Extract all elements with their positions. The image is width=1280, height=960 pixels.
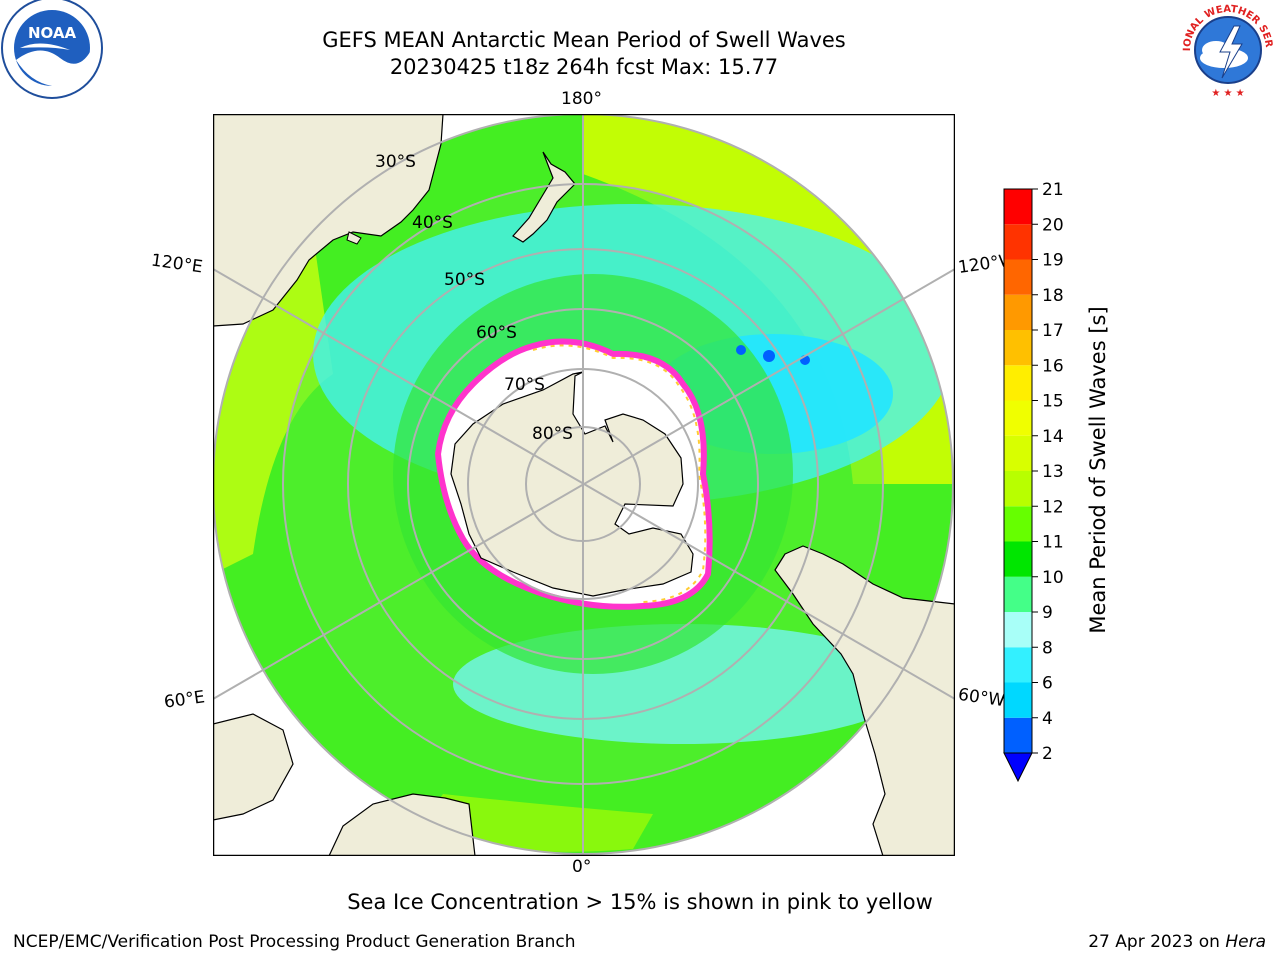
colorbar-segment [1004, 400, 1032, 436]
colorbar-tick-label: 15 [1042, 392, 1064, 412]
land-new-zealand [512, 151, 576, 243]
footer-branch: NCEP/EMC/Verification Post Processing Pr… [13, 932, 576, 952]
colorbar-tick-label: 14 [1042, 427, 1064, 447]
chart-title: GEFS MEAN Antarctic Mean Period of Swell… [322, 28, 846, 52]
lon-label-0: 0° [572, 857, 592, 877]
colorbar-tick-label: 6 [1042, 674, 1053, 694]
colorbar-tick-label: 21 [1042, 180, 1064, 200]
footer-date-text: 27 Apr 2023 on [1088, 932, 1226, 952]
colorbar-segment [1004, 717, 1032, 753]
land-tasmania [346, 231, 362, 245]
land-africa [328, 793, 476, 856]
colorbar: 2 4 6 8 9 10 11 12 13 14 15 16 17 18 19 20 21 [1003, 180, 1064, 783]
colorbar-tick-label: 9 [1042, 603, 1053, 623]
colorbar-tick-label: 10 [1042, 568, 1064, 588]
land-madagascar [213, 713, 294, 821]
noaa-logo: NOAA [1, 0, 103, 99]
lon-label-60e: 60°E [162, 687, 207, 713]
colorbar-segment [1004, 330, 1032, 366]
polar-map [213, 114, 955, 856]
footer-date: 27 Apr 2023 on Hera [1088, 932, 1266, 952]
colorbar-tick-label: 2 [1042, 744, 1053, 764]
colorbar-segment [1004, 294, 1032, 330]
colorbar-segment [1004, 259, 1032, 295]
colorbar-segment [1004, 224, 1032, 260]
sea-ice-edge-yellow [532, 344, 707, 603]
min-period-spot [763, 350, 775, 362]
chart-subtitle: 20230425 t18z 264h fcst Max: 15.77 [389, 55, 779, 79]
lat-label-40s: 40°S [412, 213, 453, 233]
lat-label-70s: 70°S [504, 375, 545, 395]
lat-label-60s: 60°S [476, 323, 517, 343]
lat-label-30s: 30°S [375, 152, 416, 172]
land-south-america [774, 545, 955, 856]
colorbar-tick-label: 8 [1042, 638, 1053, 658]
graticule [213, 114, 955, 856]
colorbar-segment [1004, 682, 1032, 718]
colorbar-segment [1004, 612, 1032, 648]
colorbar-segment [1004, 435, 1032, 471]
lon-label-180: 180° [561, 89, 602, 109]
svg-text:★ ★ ★: ★ ★ ★ [1211, 88, 1244, 99]
land-australia [213, 114, 444, 327]
colorbar-tick-label: 13 [1042, 462, 1064, 482]
colorbar-segment [1004, 576, 1032, 612]
footer-host: Hera [1225, 932, 1266, 952]
lon-label-120e: 120°E [149, 250, 204, 278]
colorbar-tick-label: 16 [1042, 356, 1064, 376]
colorbar-label: Mean Period of Swell Waves [s] [1086, 306, 1110, 634]
lat-label-80s: 80°S [532, 424, 573, 444]
colorbar-segment [1004, 541, 1032, 577]
colorbar-segment [1004, 506, 1032, 542]
antarctica [450, 371, 694, 597]
colorbar-tick-label: 17 [1042, 321, 1064, 341]
colorbar-tick-label: 20 [1042, 215, 1064, 235]
colorbar-tick-label: 18 [1042, 286, 1064, 306]
national-weather-service-logo: NATIONAL WEATHER SERVICE ★ ★ ★ [1176, 0, 1276, 99]
colorbar-segment [1004, 365, 1032, 401]
colorbar-segment [1004, 471, 1032, 507]
colorbar-tick-label: 4 [1042, 709, 1053, 729]
colorbar-tick-label: 19 [1042, 251, 1064, 271]
svg-text:NOAA: NOAA [28, 24, 77, 42]
lat-label-50s: 50°S [444, 270, 485, 290]
min-period-spot [736, 345, 746, 355]
colorbar-extend-arrow [1003, 752, 1033, 783]
colorbar-tick-label: 11 [1042, 533, 1064, 553]
colorbar-segment [1004, 647, 1032, 683]
sea-ice-note: Sea Ice Concentration > 15% is shown in … [347, 890, 933, 914]
colorbar-segment [1004, 189, 1032, 225]
colorbar-tick-label: 12 [1042, 497, 1064, 517]
